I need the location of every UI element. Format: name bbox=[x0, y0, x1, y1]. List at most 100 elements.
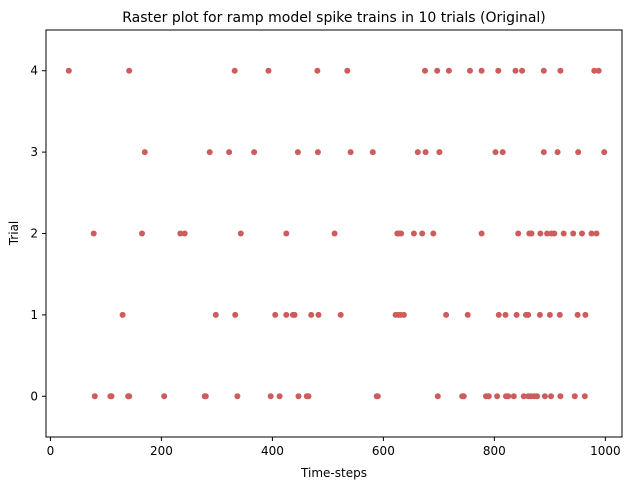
spike-point bbox=[419, 230, 426, 237]
spike-point bbox=[536, 311, 543, 318]
spike-point bbox=[551, 230, 558, 237]
y-tick-label: 3 bbox=[30, 145, 38, 159]
spike-point bbox=[206, 149, 213, 156]
spike-point bbox=[344, 67, 351, 74]
spike-point bbox=[126, 393, 133, 400]
spike-point bbox=[460, 393, 467, 400]
spike-point bbox=[595, 67, 602, 74]
spike-point bbox=[443, 311, 450, 318]
spike-point bbox=[541, 393, 548, 400]
spike-point bbox=[478, 230, 485, 237]
spike-point bbox=[337, 311, 344, 318]
spike-point bbox=[295, 393, 302, 400]
spike-point bbox=[571, 393, 578, 400]
spike-point bbox=[593, 230, 600, 237]
spike-point bbox=[267, 393, 274, 400]
x-tick-label: 800 bbox=[483, 444, 506, 458]
spike-point bbox=[467, 67, 473, 74]
spike-point bbox=[272, 311, 279, 318]
spike-point bbox=[212, 311, 219, 318]
spike-point bbox=[314, 67, 321, 74]
spike-point bbox=[478, 67, 485, 74]
spike-point bbox=[434, 67, 441, 74]
spike-point bbox=[505, 393, 512, 400]
spike-point bbox=[520, 393, 527, 400]
spike-point bbox=[177, 230, 184, 237]
spike-point bbox=[314, 149, 321, 156]
spike-point bbox=[581, 393, 588, 400]
spike-point bbox=[374, 393, 381, 400]
spike-point bbox=[512, 67, 519, 74]
spike-point bbox=[305, 393, 312, 400]
spike-point bbox=[537, 230, 544, 237]
spike-point bbox=[232, 311, 239, 318]
y-tick-label: 0 bbox=[30, 389, 38, 403]
spike-point bbox=[161, 393, 168, 400]
spike-point bbox=[265, 67, 272, 74]
spike-point bbox=[283, 311, 290, 318]
y-axis-ticks: 0 1 2 3 4 bbox=[30, 64, 46, 403]
spike-point bbox=[283, 230, 290, 237]
spike-point bbox=[315, 311, 322, 318]
spike-point bbox=[499, 149, 506, 156]
spike-point bbox=[291, 311, 298, 318]
spike-point bbox=[494, 393, 501, 400]
x-tick-label: 0 bbox=[47, 444, 55, 458]
spike-point bbox=[575, 149, 582, 156]
spike-point bbox=[369, 149, 376, 156]
spike-point bbox=[436, 149, 443, 156]
spike-point bbox=[548, 393, 554, 400]
spike-marks bbox=[65, 67, 608, 400]
spike-point bbox=[560, 230, 567, 237]
spike-point bbox=[525, 311, 532, 318]
spike-point bbox=[139, 230, 145, 237]
y-tick-label: 1 bbox=[30, 308, 38, 322]
y-tick-label: 4 bbox=[30, 64, 38, 78]
x-tick-label: 400 bbox=[261, 444, 284, 458]
x-axis-ticks: 0 200 400 600 800 1000 bbox=[47, 437, 621, 458]
spike-point bbox=[331, 230, 338, 237]
spike-point bbox=[588, 230, 595, 237]
spike-point bbox=[464, 311, 471, 318]
spike-point bbox=[502, 311, 509, 318]
spike-point bbox=[546, 311, 553, 318]
spike-point bbox=[540, 67, 547, 74]
spike-point bbox=[495, 67, 502, 74]
spike-point bbox=[601, 149, 608, 156]
spike-point bbox=[276, 393, 283, 400]
spike-point bbox=[434, 393, 441, 400]
spike-point bbox=[126, 67, 133, 74]
spike-point bbox=[570, 230, 577, 237]
spike-point bbox=[430, 230, 437, 237]
spike-point bbox=[251, 149, 258, 156]
spike-point bbox=[557, 67, 564, 74]
spike-point bbox=[422, 67, 428, 74]
spike-point bbox=[65, 67, 72, 74]
x-tick-label: 1000 bbox=[590, 444, 621, 458]
spike-point bbox=[556, 311, 563, 318]
spike-point bbox=[400, 311, 407, 318]
spike-point bbox=[495, 311, 502, 318]
spike-point bbox=[519, 67, 526, 74]
spike-point bbox=[91, 393, 98, 400]
spike-point bbox=[141, 149, 148, 156]
spike-point bbox=[528, 230, 535, 237]
spike-point bbox=[108, 393, 115, 400]
spike-point bbox=[544, 230, 551, 237]
spike-point bbox=[445, 67, 452, 74]
spike-point bbox=[231, 67, 238, 74]
spike-point bbox=[554, 149, 561, 156]
spike-point bbox=[234, 393, 241, 400]
x-tick-label: 200 bbox=[150, 444, 173, 458]
y-tick-label: 2 bbox=[30, 227, 38, 241]
spike-point bbox=[510, 393, 517, 400]
spike-point bbox=[347, 149, 354, 156]
spike-point bbox=[414, 149, 421, 156]
spike-point bbox=[492, 149, 499, 156]
spike-point bbox=[308, 311, 315, 318]
spike-point bbox=[119, 311, 126, 318]
x-axis-label: Time-steps bbox=[300, 466, 367, 480]
spike-point bbox=[515, 230, 522, 237]
spike-point bbox=[202, 393, 209, 400]
